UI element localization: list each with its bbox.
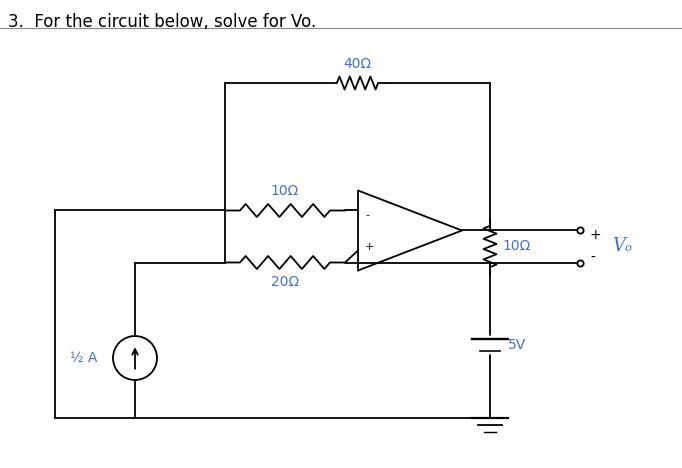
Text: Vₒ: Vₒ bbox=[612, 237, 632, 256]
Text: 40Ω: 40Ω bbox=[344, 57, 372, 71]
Text: 10Ω: 10Ω bbox=[271, 184, 299, 198]
Text: -: - bbox=[365, 211, 369, 220]
Text: 10Ω: 10Ω bbox=[502, 240, 530, 254]
Text: +: + bbox=[365, 242, 374, 253]
Text: 3.  For the circuit below, solve for Vo.: 3. For the circuit below, solve for Vo. bbox=[8, 13, 316, 31]
Text: +: + bbox=[590, 228, 602, 242]
Text: 5V: 5V bbox=[508, 338, 527, 352]
Text: 20Ω: 20Ω bbox=[271, 276, 299, 290]
Text: -: - bbox=[590, 250, 595, 264]
Text: ½ A: ½ A bbox=[70, 351, 97, 365]
